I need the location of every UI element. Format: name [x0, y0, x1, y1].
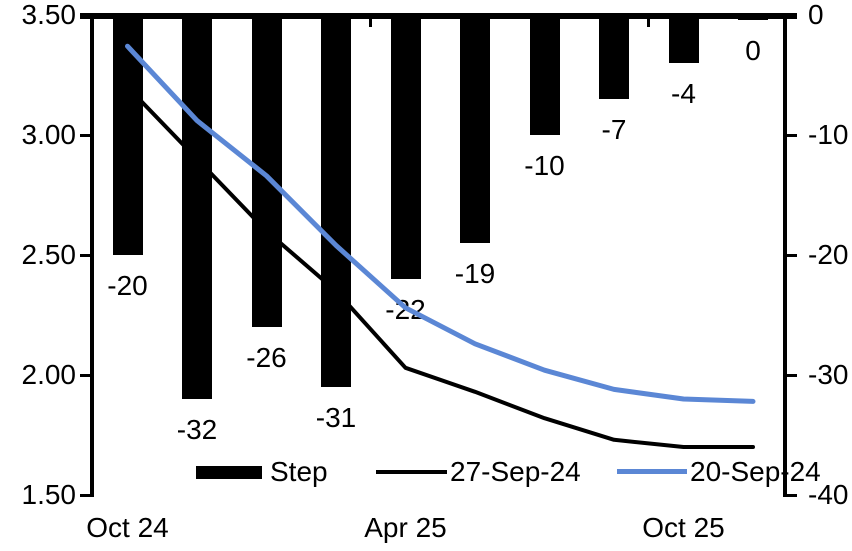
bar-value-label: -4	[671, 78, 696, 109]
right-axis-label: -30	[808, 359, 849, 390]
step-bar	[251, 16, 282, 327]
step-bar	[599, 16, 629, 99]
top-axis-tick	[647, 19, 651, 27]
step-bar	[182, 16, 212, 399]
bar-value-label: -19	[454, 258, 496, 289]
legend-label-step: Step	[270, 456, 328, 487]
step-bar	[112, 16, 143, 255]
right-axis-line	[783, 13, 787, 497]
right-axis-label: -10	[808, 119, 849, 150]
step-bar	[668, 16, 699, 63]
legend-label-27-sep-24: 27-Sep-24	[450, 456, 581, 487]
right-axis-label: -40	[808, 479, 849, 510]
right-axis-tick	[787, 133, 797, 137]
bar-value-label: -31	[315, 402, 357, 433]
left-axis-tick	[80, 253, 90, 257]
x-axis-label: Oct 24	[86, 512, 169, 543]
zero-line	[80, 13, 797, 19]
left-axis-tick	[80, 13, 90, 17]
left-axis-line	[90, 13, 94, 497]
right-axis-label: -20	[808, 239, 849, 270]
x-axis-label: Oct 25	[642, 512, 725, 543]
step-bar	[460, 16, 490, 243]
left-axis-tick	[80, 373, 90, 377]
left-axis-tick	[80, 493, 90, 497]
legend-label-20-sep-24: 20-Sep-24	[690, 456, 821, 487]
bar-value-label: -7	[601, 114, 627, 145]
right-axis-tick	[787, 493, 797, 497]
bar-value-label: -10	[524, 150, 565, 181]
step-bar	[390, 16, 421, 279]
step-bar	[321, 16, 351, 387]
right-axis-tick	[787, 13, 797, 17]
bar-value-label: -32	[176, 414, 218, 445]
top-axis-tick	[369, 19, 373, 27]
line-27-sep-24-swatch	[376, 470, 447, 474]
left-axis-label: 2.00	[21, 359, 77, 390]
left-axis-tick	[80, 133, 90, 137]
right-axis-label: 0	[808, 0, 824, 30]
left-axis-label: 2.50	[21, 239, 77, 270]
left-axis-label: 1.50	[21, 479, 77, 510]
step-bar	[529, 16, 560, 135]
left-axis-label: 3.00	[21, 119, 77, 150]
bar-value-label: -22	[385, 294, 426, 325]
left-axis-label: 3.50	[21, 0, 77, 30]
x-axis-label: Apr 25	[364, 512, 447, 543]
line-20-sep-24-swatch	[617, 469, 687, 474]
bar-value-label: -26	[246, 342, 287, 373]
bar-value-label: 0	[745, 35, 761, 66]
right-axis-tick	[787, 253, 797, 257]
step-bar-swatch	[196, 466, 262, 479]
right-axis-tick	[787, 373, 797, 377]
